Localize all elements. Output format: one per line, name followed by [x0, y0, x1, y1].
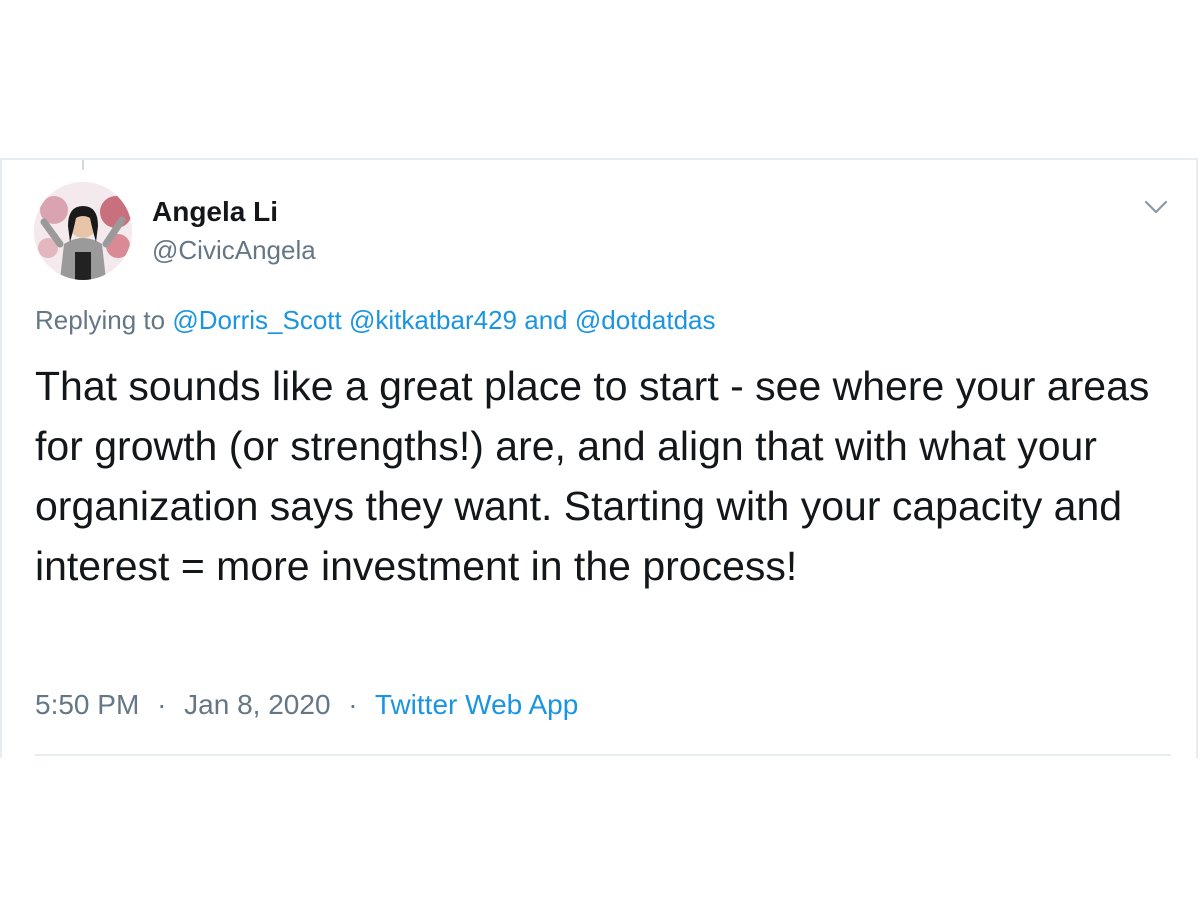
- chevron-down-icon[interactable]: [1142, 196, 1170, 218]
- mention-link[interactable]: @Dorris_Scott: [172, 305, 342, 335]
- thread-connector-line: [82, 160, 84, 170]
- meta-separator: ·: [157, 689, 167, 720]
- divider: [35, 754, 1171, 756]
- tweet-source-link[interactable]: Twitter Web App: [374, 689, 579, 720]
- replying-to-label: Replying to: [35, 305, 166, 335]
- author-handle[interactable]: @CivicAngela: [152, 235, 316, 265]
- mention-link[interactable]: @dotdatdas: [574, 305, 716, 335]
- profile-photo-icon: [34, 182, 132, 280]
- tweet-date[interactable]: Jan 8, 2020: [184, 689, 331, 720]
- tweet-meta: 5:50 PM · Jan 8, 2020 · Twitter Web App: [35, 688, 578, 722]
- author-name[interactable]: Angela Li: [152, 196, 279, 227]
- mention-conjunction[interactable]: and: [524, 305, 568, 335]
- tweet-card: Angela Li @CivicAngela Replying to @Dorr…: [0, 158, 1198, 758]
- mention-link[interactable]: @kitkatbar429: [348, 305, 518, 335]
- replying-to-line: Replying to @Dorris_Scott @kitkatbar429 …: [35, 304, 716, 336]
- tweet-time[interactable]: 5:50 PM: [35, 689, 140, 720]
- tweet-text: That sounds like a great place to start …: [35, 363, 1150, 589]
- avatar[interactable]: [34, 182, 132, 280]
- meta-separator: ·: [348, 689, 358, 720]
